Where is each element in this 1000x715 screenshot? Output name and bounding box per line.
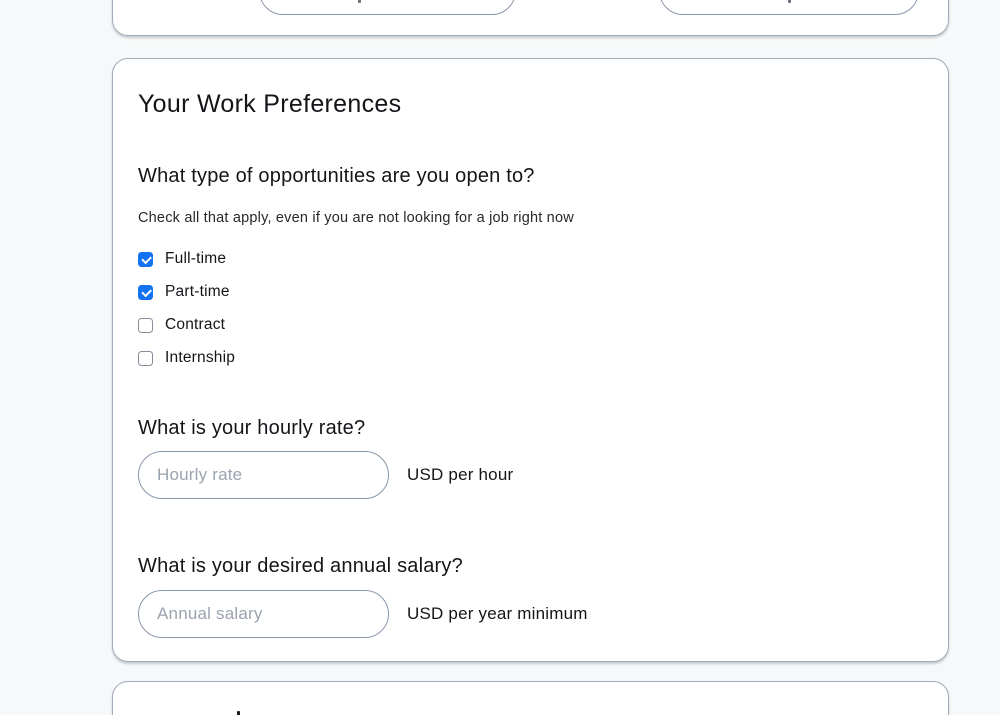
checkbox-label: Contract xyxy=(165,316,226,333)
cropped-heading-fragment xyxy=(237,711,240,715)
annual-salary-row: USD per year minimum xyxy=(138,590,923,638)
opportunities-question: What type of opportunities are you open … xyxy=(138,165,535,187)
checkbox-icon[interactable] xyxy=(138,317,153,333)
cropped-input-left[interactable] xyxy=(259,0,516,15)
checkbox-option-internship[interactable]: Internship xyxy=(138,348,235,368)
next-form-card xyxy=(112,681,949,715)
cropped-text-fragment xyxy=(358,0,361,3)
cropped-text-fragment xyxy=(788,0,791,3)
annual-salary-input[interactable] xyxy=(138,590,389,638)
annual-salary-question: What is your desired annual salary? xyxy=(138,555,463,577)
hourly-rate-row: USD per hour xyxy=(138,451,923,499)
work-preferences-card: Your Work Preferences What type of oppor… xyxy=(112,58,949,662)
checkbox-label: Full-time xyxy=(165,250,227,267)
checkbox-icon[interactable] xyxy=(138,350,153,366)
cropped-input-right[interactable] xyxy=(659,0,919,15)
checkbox-icon[interactable] xyxy=(138,251,153,267)
checkbox-option-contract[interactable]: Contract xyxy=(138,315,225,335)
checkbox-option-full-time[interactable]: Full-time xyxy=(138,249,226,269)
hourly-rate-question: What is your hourly rate? xyxy=(138,417,366,439)
opportunities-hint: Check all that apply, even if you are no… xyxy=(138,210,574,226)
previous-form-card xyxy=(112,0,949,36)
checkbox-label: Internship xyxy=(165,349,236,366)
card-title: Your Work Preferences xyxy=(138,90,402,118)
annual-salary-unit: USD per year minimum xyxy=(407,604,588,623)
checkbox-label: Part-time xyxy=(165,283,230,300)
checkbox-icon[interactable] xyxy=(138,284,153,300)
checkbox-option-part-time[interactable]: Part-time xyxy=(138,282,230,302)
opportunities-checkbox-group: Full-time Part-time Contract Internship xyxy=(138,249,923,368)
hourly-rate-input[interactable] xyxy=(138,451,389,499)
hourly-rate-unit: USD per hour xyxy=(407,465,514,484)
